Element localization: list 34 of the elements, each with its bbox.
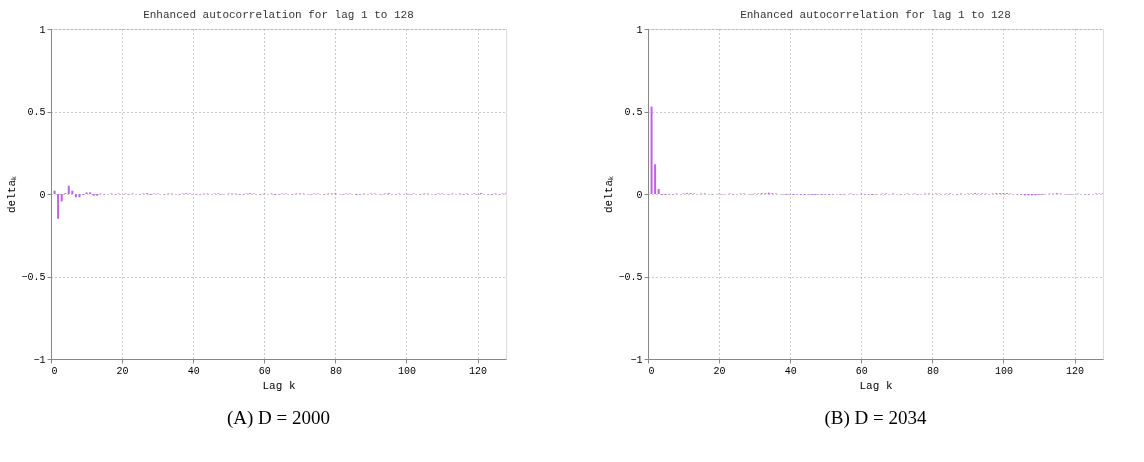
y-tick-label: −1 <box>33 354 46 366</box>
y-tick-label: 0 <box>39 189 46 201</box>
x-tick-label: 120 <box>469 365 488 377</box>
x-axis-title: Lag k <box>262 379 296 392</box>
x-tick-label: 100 <box>397 365 416 377</box>
text: (A) D = 2000 <box>226 407 331 429</box>
x-tick-label: 80 <box>926 365 939 377</box>
y-axis-title: deltaₖ <box>6 175 19 214</box>
x-tick-label: 0 <box>51 365 58 377</box>
x-tick-label: 20 <box>116 365 129 377</box>
bar <box>657 189 660 194</box>
y-tick-label: 1 <box>636 24 643 36</box>
x-tick-label: 60 <box>258 365 271 377</box>
x-tick-label: 40 <box>784 365 797 377</box>
y-tick-label: −1 <box>630 354 643 366</box>
x-tick-label: 20 <box>713 365 726 377</box>
x-tick-label: 80 <box>329 365 342 377</box>
y-tick-label: −0.5 <box>21 272 46 283</box>
text: (B) D = 2034 <box>824 407 928 429</box>
x-tick-label: 40 <box>187 365 200 377</box>
y-tick-label: 0 <box>636 189 643 201</box>
x-tick-label: 120 <box>1066 365 1085 377</box>
bar <box>650 106 653 194</box>
y-tick-label: 0.5 <box>27 107 46 118</box>
y-tick-label: 0.5 <box>624 107 643 118</box>
x-tick-label: 60 <box>855 365 868 377</box>
y-tick-label: 1 <box>39 24 46 36</box>
y-tick-label: −0.5 <box>618 272 643 283</box>
chart-title: Enhanced autocorrelation for lag 1 to 128 <box>740 9 1011 21</box>
chart-title: Enhanced autocorrelation for lag 1 to 128 <box>143 9 414 21</box>
x-axis-title: Lag k <box>859 379 893 392</box>
x-tick-label: 0 <box>648 365 655 377</box>
x-tick-label: 100 <box>994 365 1013 377</box>
y-axis-title: deltaₖ <box>603 175 616 214</box>
